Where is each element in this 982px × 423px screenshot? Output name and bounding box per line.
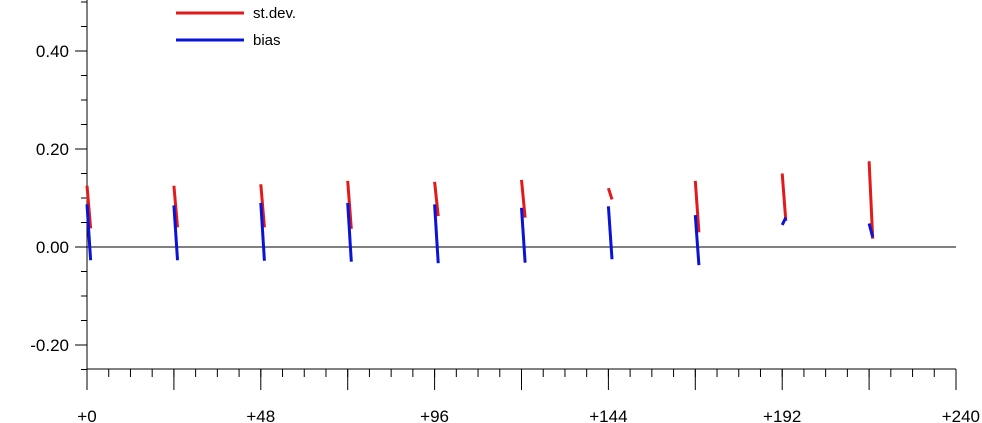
bias-segment	[172, 205, 180, 261]
legend-label-bias: bias	[253, 32, 281, 49]
legend: st.dev. bias	[176, 5, 296, 49]
bias-segment	[867, 223, 875, 238]
y-tick-label: 0.20	[36, 140, 69, 159]
stdev-segment	[606, 187, 614, 200]
tick-label-layer: 0.40 0.20 0.00 -0.20 +0 +48 +96 +144 +192 +240	[30, 42, 980, 423]
bias-segment	[606, 206, 614, 260]
bias-segment	[259, 202, 266, 261]
axis-layer	[75, 0, 957, 390]
series-layer	[85, 161, 875, 266]
bias-segment	[520, 207, 527, 263]
bias-segment	[85, 204, 93, 261]
x-tick-label: +240	[942, 407, 980, 423]
bias-segment	[780, 216, 788, 226]
legend-label-stdev: st.dev.	[253, 5, 296, 22]
stdev-segment	[520, 179, 527, 218]
stdev-segment	[433, 181, 440, 217]
bias-segment	[433, 204, 440, 264]
stdev-segment	[693, 180, 701, 233]
stdev-segment	[259, 184, 266, 228]
stdev-segment	[867, 161, 875, 239]
stdev-segment	[85, 185, 93, 229]
x-tick-label: +96	[420, 407, 449, 423]
y-tick-label: 0.40	[36, 42, 69, 61]
x-tick-label: +144	[589, 407, 627, 423]
bias-segment	[346, 202, 353, 262]
bias-segment	[693, 215, 701, 266]
y-tick-label: 0.00	[36, 238, 69, 257]
stdev-segment	[172, 185, 180, 228]
stdev-segment	[780, 173, 788, 222]
stdev-segment	[346, 180, 353, 229]
x-tick-label: +0	[77, 407, 96, 423]
x-tick-label: +192	[763, 407, 801, 423]
y-tick-label: -0.20	[30, 336, 69, 355]
x-tick-label: +48	[246, 407, 275, 423]
